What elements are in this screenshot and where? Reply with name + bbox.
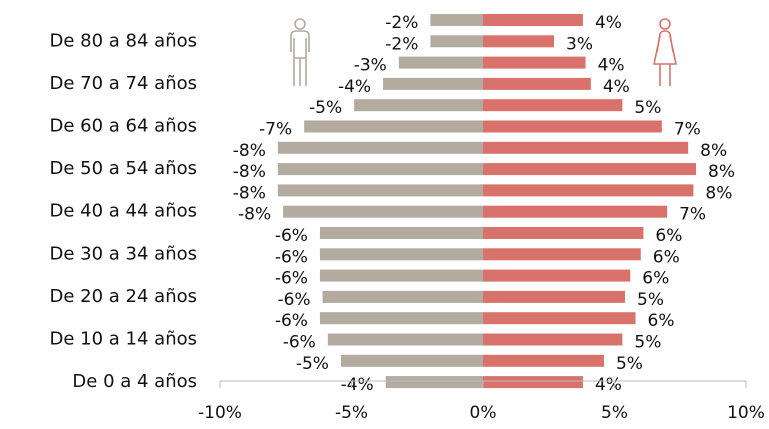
data-label: 5% [634, 98, 661, 118]
bar [385, 376, 483, 389]
female-icon [653, 18, 677, 86]
bar [483, 14, 583, 26]
data-label: 4% [595, 375, 622, 395]
category-label: De 70 a 74 años [50, 73, 198, 94]
data-label: 8% [700, 141, 727, 161]
bar [319, 227, 483, 239]
bar [483, 376, 583, 389]
data-label: -6% [283, 333, 316, 353]
data-label: -8% [233, 141, 266, 161]
data-label: -6% [275, 311, 308, 331]
data-label: 6% [648, 311, 675, 331]
bar [283, 205, 483, 218]
data-label: 5% [637, 290, 664, 310]
category-label: De 40 a 44 años [50, 201, 198, 222]
category-label: De 30 a 34 años [50, 243, 198, 264]
x-tick-label: -5% [335, 403, 368, 423]
data-label: 8% [705, 183, 732, 203]
bar [277, 141, 483, 154]
data-label: -5% [296, 354, 329, 374]
data-label: -7% [259, 120, 292, 140]
data-label: -2% [385, 13, 418, 33]
bar [277, 163, 483, 176]
category-label: De 80 a 84 años [50, 30, 198, 51]
data-label: -6% [275, 269, 308, 289]
data-label: -6% [277, 290, 310, 310]
data-label: 7% [674, 120, 701, 140]
bar [483, 35, 555, 48]
data-label: -8% [238, 205, 271, 225]
bar [322, 290, 483, 303]
data-label: 4% [595, 13, 622, 33]
x-tick-label: 0% [470, 403, 497, 423]
bar [319, 269, 483, 282]
data-label: 6% [642, 269, 669, 289]
data-label: -5% [309, 98, 342, 118]
bar [483, 205, 668, 218]
bar [483, 56, 586, 69]
category-label: De 10 a 14 años [50, 329, 198, 350]
bar [277, 184, 483, 197]
bar [483, 184, 694, 197]
data-label: -3% [354, 56, 387, 76]
bar [327, 333, 483, 346]
x-tick-label: 10% [727, 403, 765, 423]
data-label: 6% [655, 226, 682, 246]
bar [483, 77, 591, 90]
bar [483, 120, 662, 133]
bar [483, 269, 631, 282]
bar [483, 141, 689, 154]
data-label: 5% [634, 333, 661, 353]
x-tick-label: -10% [198, 403, 242, 423]
category-label: De 20 a 24 años [50, 286, 198, 307]
bar [430, 14, 483, 26]
category-label: De 0 a 4 años [72, 371, 197, 392]
data-label: 4% [598, 56, 625, 76]
data-label: -8% [233, 162, 266, 182]
data-label: 6% [653, 247, 680, 267]
data-label: -6% [275, 226, 308, 246]
data-label: -6% [275, 247, 308, 267]
data-label: 3% [566, 34, 593, 54]
bar [483, 99, 623, 112]
data-label: 7% [679, 205, 706, 225]
data-label: 4% [603, 77, 630, 97]
bar [483, 354, 604, 367]
data-label: -2% [385, 34, 418, 54]
bar [304, 120, 483, 133]
data-label: -4% [341, 375, 374, 395]
x-tick-label: 5% [601, 403, 628, 423]
bar [483, 248, 641, 261]
category-label: De 50 a 54 años [50, 158, 198, 179]
bar [319, 248, 483, 261]
bar [398, 56, 483, 69]
bar [340, 354, 483, 367]
bar [483, 290, 626, 303]
bar [383, 77, 483, 90]
bar [483, 163, 697, 176]
data-label: 8% [708, 162, 735, 182]
category-label: De 60 a 64 años [50, 116, 198, 137]
data-label: -8% [233, 183, 266, 203]
bar [319, 312, 483, 325]
data-label: 5% [616, 354, 643, 374]
bar [483, 333, 623, 346]
bar [430, 35, 483, 48]
male-icon [290, 18, 310, 86]
bar [483, 227, 644, 239]
data-label: -4% [338, 77, 371, 97]
bar [354, 99, 483, 112]
bar [483, 312, 636, 325]
